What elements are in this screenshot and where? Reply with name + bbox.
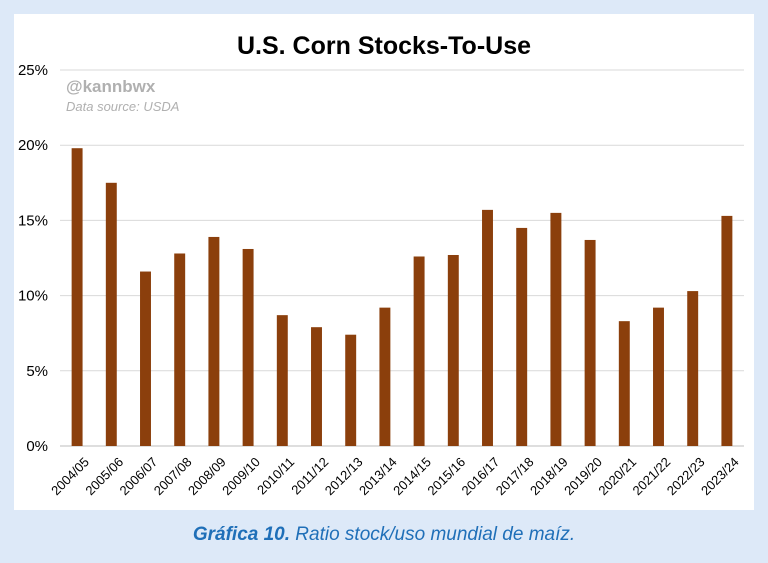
x-tick-label: 2023/24 [698, 454, 742, 498]
y-tick-label: 0% [26, 438, 48, 455]
bar-2020-21 [618, 321, 630, 446]
y-tick-label: 20% [18, 137, 48, 154]
x-tick-label: 2010/11 [254, 454, 297, 497]
bar-2004-05 [71, 148, 83, 446]
bar-2010-11 [276, 315, 288, 446]
bar-2008-09 [208, 236, 220, 446]
bar-2011-12 [311, 327, 322, 446]
y-tick-label: 10% [18, 288, 48, 305]
bar-2016-17 [482, 209, 493, 446]
data-source-note: Data source: USDA [66, 99, 179, 114]
figure-caption: Gráfica 10. Ratio stock/uso mundial de m… [0, 524, 768, 546]
bar-2019-20 [584, 239, 596, 446]
bar-2006-07 [140, 271, 151, 446]
bars [71, 148, 733, 447]
bar-2005-06 [105, 182, 117, 447]
bar-2018-19 [550, 212, 562, 446]
bar-2023-24 [721, 215, 733, 446]
watermark-handle: @kannbwx [66, 77, 156, 96]
bar-2022-23 [687, 291, 699, 446]
bar-chart: U.S. Corn Stocks-To-Use @kannbwx Data so… [18, 32, 744, 498]
y-tick-label: 25% [18, 62, 48, 79]
x-tick-label: 2009/10 [219, 454, 263, 498]
chart-title: U.S. Corn Stocks-To-Use [237, 32, 531, 60]
x-axis-ticks: 2004/052005/062006/072007/082008/092009/… [48, 454, 742, 498]
caption-text: Ratio stock/uso mundial de maíz. [295, 524, 576, 545]
caption-label: Gráfica 10. [192, 524, 291, 545]
bar-2017-18 [516, 227, 528, 446]
y-tick-label: 5% [26, 363, 48, 380]
bar-2013-14 [379, 307, 391, 446]
grid-lines [60, 69, 744, 447]
y-axis-ticks: 0% 5% 10% 15% 20% 25% [18, 62, 48, 455]
bar-2014-15 [413, 256, 425, 446]
bar-2009-10 [242, 248, 254, 446]
chart-panel: U.S. Corn Stocks-To-Use @kannbwx Data so… [14, 14, 754, 510]
bar-2015-16 [447, 254, 459, 446]
bar-2021-22 [653, 307, 664, 446]
bar-2012-13 [345, 334, 357, 446]
bar-2007-08 [174, 253, 186, 446]
y-tick-label: 15% [18, 212, 48, 229]
